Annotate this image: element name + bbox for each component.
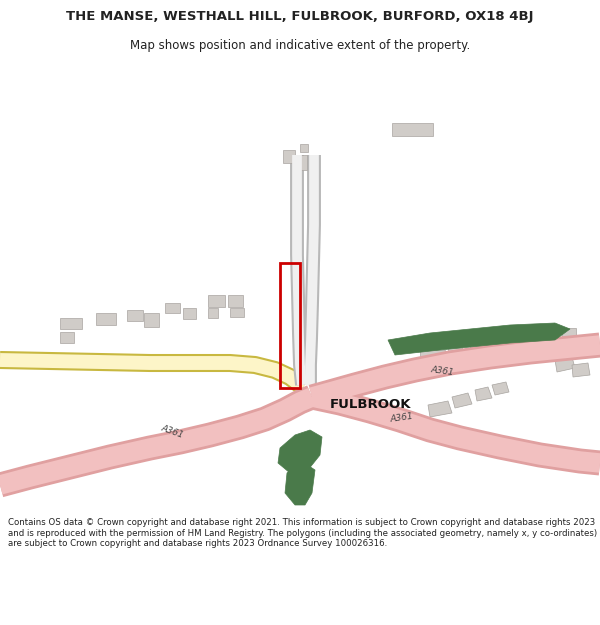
Polygon shape (388, 323, 570, 355)
Polygon shape (228, 295, 243, 307)
Text: A361: A361 (390, 412, 415, 424)
Polygon shape (505, 333, 518, 343)
Polygon shape (60, 332, 74, 343)
Polygon shape (428, 401, 452, 417)
Polygon shape (300, 144, 308, 152)
Polygon shape (60, 318, 82, 329)
Polygon shape (555, 357, 575, 372)
Polygon shape (165, 303, 180, 313)
Polygon shape (487, 338, 500, 348)
Text: A361: A361 (160, 424, 185, 440)
Text: Map shows position and indicative extent of the property.: Map shows position and indicative extent… (130, 39, 470, 51)
Polygon shape (470, 340, 484, 351)
Polygon shape (448, 347, 462, 358)
Text: FULBROOK: FULBROOK (330, 399, 412, 411)
Text: A361: A361 (430, 365, 454, 377)
Polygon shape (392, 123, 433, 136)
Polygon shape (183, 308, 196, 319)
Polygon shape (543, 325, 558, 335)
Polygon shape (230, 308, 244, 317)
Polygon shape (278, 430, 322, 473)
Polygon shape (492, 382, 509, 395)
Polygon shape (127, 310, 143, 321)
Polygon shape (96, 313, 116, 325)
Polygon shape (299, 155, 307, 170)
Text: Contains OS data © Crown copyright and database right 2021. This information is : Contains OS data © Crown copyright and d… (8, 518, 597, 548)
Polygon shape (208, 295, 225, 307)
Polygon shape (452, 393, 472, 408)
Polygon shape (283, 150, 295, 163)
Polygon shape (144, 313, 159, 327)
Text: THE MANSE, WESTHALL HILL, FULBROOK, BURFORD, OX18 4BJ: THE MANSE, WESTHALL HILL, FULBROOK, BURF… (66, 10, 534, 23)
Polygon shape (572, 363, 590, 377)
Polygon shape (208, 308, 218, 318)
Polygon shape (420, 350, 445, 362)
Polygon shape (285, 460, 315, 505)
Polygon shape (475, 387, 492, 401)
Polygon shape (562, 328, 576, 338)
